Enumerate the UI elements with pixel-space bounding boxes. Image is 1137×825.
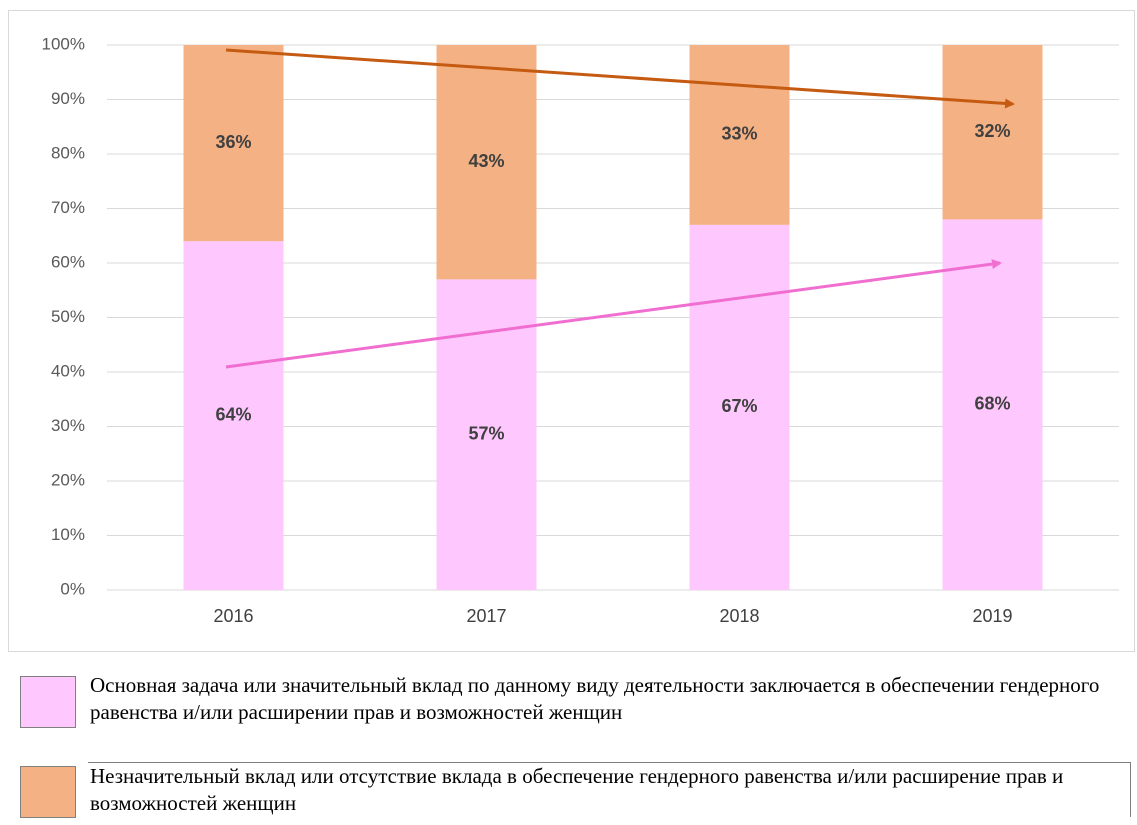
x-tick-label: 2016 — [213, 606, 253, 626]
x-tick-label: 2019 — [972, 606, 1012, 626]
y-tick-label: 100% — [42, 34, 85, 53]
legend-item: Незначительный вклад или отсутствие вкла… — [20, 762, 1135, 822]
y-tick-label: 40% — [51, 361, 85, 380]
trend-arrow — [225, 259, 1002, 369]
x-tick-label: 2018 — [719, 606, 759, 626]
chart: 0% 10% 20% 30% 40% 50% 60% 70% 80% 90% 100% 2016 64%… — [8, 10, 1135, 652]
data-label: 67% — [721, 396, 757, 416]
data-label: 43% — [468, 151, 504, 171]
y-tick-label: 60% — [51, 252, 85, 271]
y-tick-label: 0% — [60, 579, 85, 598]
legend-item: Основная задача или значительный вклад п… — [20, 672, 1135, 732]
data-label: 36% — [215, 132, 251, 152]
y-tick-label: 80% — [51, 143, 85, 162]
y-tick-label: 30% — [51, 416, 85, 435]
bar-segment — [689, 45, 790, 225]
data-label: 33% — [721, 124, 757, 144]
legend-label: Незначительный вклад или отсутствие вкла… — [88, 762, 1131, 817]
data-label: 68% — [974, 393, 1010, 413]
legend-label: Основная задача или значительный вклад п… — [90, 673, 1100, 724]
y-tick-label: 10% — [51, 525, 85, 544]
x-tick-label: 2017 — [466, 606, 506, 626]
y-tick-label: 20% — [51, 470, 85, 489]
data-label: 57% — [468, 423, 504, 443]
bars — [183, 45, 1043, 590]
data-label: 64% — [215, 404, 251, 424]
y-tick-label: 70% — [51, 198, 85, 217]
bar-segment — [436, 45, 537, 280]
bar-segment — [689, 224, 790, 590]
bar-segment — [183, 45, 284, 242]
trend-arrow — [225, 48, 1015, 109]
y-tick-label: 90% — [51, 89, 85, 108]
bar-segment — [183, 241, 284, 590]
legend-swatch — [20, 766, 76, 818]
bar-segment — [942, 45, 1043, 220]
bar-segment — [942, 219, 1043, 590]
y-tick-label: 50% — [51, 307, 85, 326]
labels: 0% 10% 20% 30% 40% 50% 60% 70% 80% 90% 100% 2016 64%… — [42, 34, 1013, 625]
data-label: 32% — [974, 121, 1010, 141]
legend-swatch — [20, 676, 76, 728]
